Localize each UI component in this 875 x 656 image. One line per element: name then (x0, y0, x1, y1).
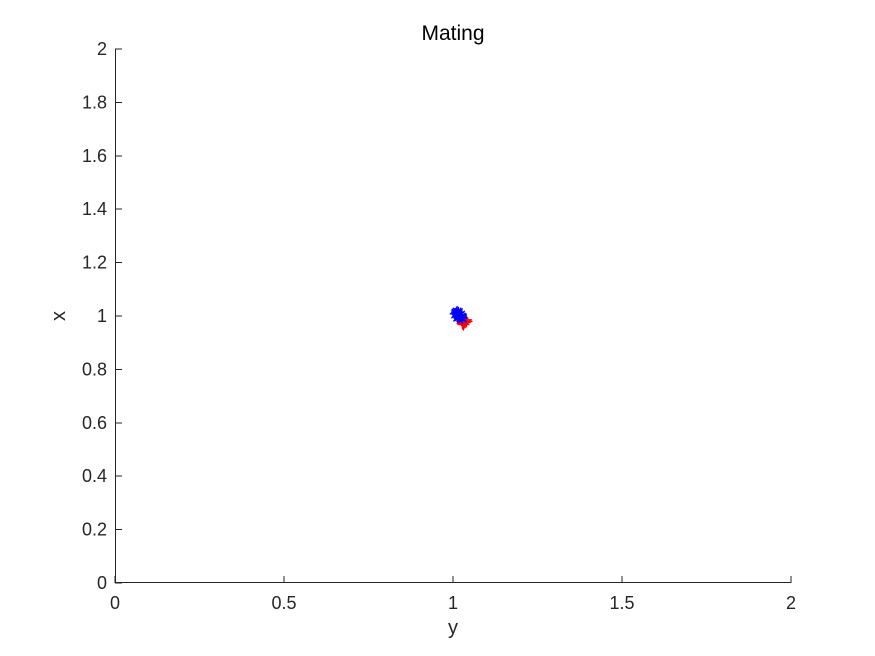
y-tick-label: 0 (97, 573, 107, 593)
data-points (449, 305, 473, 331)
y-axis-label: x (48, 311, 70, 321)
y-tick-label: 0.2 (82, 520, 107, 540)
y-tick-label: 0.8 (82, 359, 107, 379)
y-tick-label: 2 (97, 39, 107, 59)
x-tick-label: 1 (448, 593, 458, 613)
x-tick-label: 1.5 (609, 593, 634, 613)
y-tick-label: 1.2 (82, 253, 107, 273)
x-tick-label: 2 (786, 593, 796, 613)
y-tick-label: 1.6 (82, 146, 107, 166)
data-point (451, 311, 464, 324)
x-tick-label: 0 (110, 593, 120, 613)
y-tick-label: 0.6 (82, 413, 107, 433)
x-axis-label: y (448, 617, 458, 639)
y-tick-label: 1.4 (82, 199, 107, 219)
x-ticks: 0 0.5 1 1.5 2 (110, 576, 796, 613)
y-tick-label: 1.8 (82, 92, 107, 112)
y-tick-label: 1 (97, 306, 107, 326)
x-tick-label: 0.5 (271, 593, 296, 613)
y-ticks: 0 0.2 0.4 0.6 0.8 1 1.2 1.4 1.6 1.8 2 (82, 39, 122, 593)
y-tick-label: 0.4 (82, 466, 107, 486)
chart-title: Mating (421, 22, 484, 45)
